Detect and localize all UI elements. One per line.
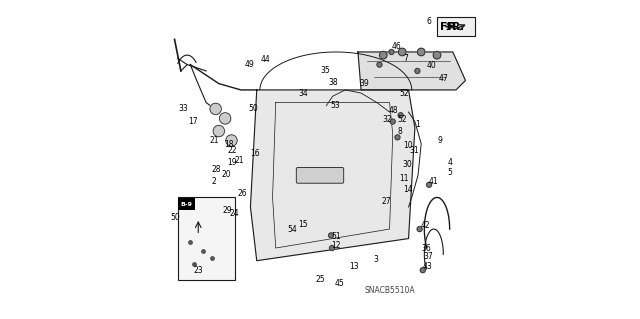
Circle shape bbox=[415, 69, 420, 73]
Circle shape bbox=[377, 62, 382, 67]
Polygon shape bbox=[358, 52, 465, 90]
Text: FR.: FR. bbox=[447, 22, 465, 32]
Text: 37: 37 bbox=[424, 252, 433, 261]
Circle shape bbox=[210, 103, 221, 115]
Text: 36: 36 bbox=[421, 244, 431, 253]
Text: 31: 31 bbox=[410, 146, 419, 155]
Text: 17: 17 bbox=[188, 117, 198, 126]
Circle shape bbox=[220, 113, 231, 124]
Text: 40: 40 bbox=[426, 61, 436, 70]
Text: 51: 51 bbox=[331, 233, 340, 241]
Text: 16: 16 bbox=[250, 149, 260, 158]
Text: 43: 43 bbox=[423, 262, 433, 271]
Circle shape bbox=[389, 49, 394, 55]
Circle shape bbox=[398, 113, 403, 118]
Circle shape bbox=[433, 51, 441, 59]
Bar bbox=[178, 197, 235, 280]
Text: SNACB5510A: SNACB5510A bbox=[364, 286, 415, 295]
Circle shape bbox=[213, 125, 225, 137]
Text: 44: 44 bbox=[260, 56, 270, 64]
Text: 15: 15 bbox=[298, 220, 307, 229]
Text: 9: 9 bbox=[437, 136, 442, 145]
Text: 45: 45 bbox=[335, 279, 344, 288]
Text: 3: 3 bbox=[373, 255, 378, 263]
Polygon shape bbox=[250, 90, 415, 261]
Bar bbox=[178, 198, 195, 210]
Circle shape bbox=[330, 246, 335, 250]
Text: 7: 7 bbox=[404, 54, 409, 63]
Text: 19: 19 bbox=[227, 158, 236, 167]
FancyBboxPatch shape bbox=[296, 167, 344, 183]
Text: 47: 47 bbox=[439, 74, 449, 83]
Text: 21: 21 bbox=[235, 156, 244, 165]
Text: 21: 21 bbox=[209, 136, 219, 145]
Text: 25: 25 bbox=[316, 275, 325, 284]
Text: 27: 27 bbox=[381, 197, 390, 206]
Text: 18: 18 bbox=[224, 140, 234, 149]
Text: 12: 12 bbox=[332, 241, 341, 250]
Circle shape bbox=[399, 48, 406, 56]
Text: 4: 4 bbox=[447, 158, 452, 167]
Text: 53: 53 bbox=[331, 100, 340, 110]
Text: 20: 20 bbox=[221, 170, 231, 179]
Text: 41: 41 bbox=[428, 177, 438, 186]
Text: 29: 29 bbox=[223, 206, 232, 215]
Text: 30: 30 bbox=[402, 160, 412, 169]
Circle shape bbox=[420, 268, 426, 273]
Text: 32: 32 bbox=[382, 115, 392, 124]
Text: 35: 35 bbox=[320, 66, 330, 76]
Text: 52: 52 bbox=[399, 89, 409, 98]
Text: 6: 6 bbox=[426, 18, 431, 26]
Text: 50: 50 bbox=[170, 212, 180, 222]
Circle shape bbox=[226, 135, 237, 146]
Circle shape bbox=[417, 226, 422, 232]
Text: 24: 24 bbox=[229, 209, 239, 219]
Text: 39: 39 bbox=[360, 79, 369, 88]
Text: 33: 33 bbox=[179, 104, 188, 113]
Text: 8: 8 bbox=[397, 127, 402, 136]
Text: 14: 14 bbox=[403, 185, 413, 194]
Text: 50: 50 bbox=[249, 104, 259, 113]
Text: 42: 42 bbox=[420, 221, 430, 230]
Text: 2: 2 bbox=[212, 177, 216, 186]
Text: 22: 22 bbox=[228, 145, 237, 154]
FancyBboxPatch shape bbox=[437, 17, 475, 36]
Circle shape bbox=[395, 135, 400, 140]
Text: 54: 54 bbox=[287, 225, 297, 234]
Text: 5: 5 bbox=[447, 168, 452, 177]
Text: 49: 49 bbox=[244, 60, 254, 69]
Text: 52: 52 bbox=[397, 115, 407, 123]
Text: 11: 11 bbox=[399, 174, 408, 183]
Text: 10: 10 bbox=[403, 141, 413, 150]
Text: 13: 13 bbox=[349, 262, 359, 271]
Text: B-9: B-9 bbox=[180, 202, 193, 207]
Text: 26: 26 bbox=[238, 189, 248, 198]
Text: 34: 34 bbox=[299, 89, 308, 98]
Text: 28: 28 bbox=[212, 165, 221, 174]
Text: 38: 38 bbox=[328, 78, 338, 87]
Text: 23: 23 bbox=[193, 266, 203, 275]
Circle shape bbox=[390, 119, 396, 124]
Circle shape bbox=[417, 48, 425, 56]
Text: 48: 48 bbox=[389, 106, 399, 115]
Text: FR.: FR. bbox=[440, 22, 461, 32]
Circle shape bbox=[328, 233, 333, 238]
Circle shape bbox=[380, 51, 387, 59]
Text: 46: 46 bbox=[392, 42, 402, 51]
Circle shape bbox=[427, 182, 431, 187]
Text: 1: 1 bbox=[415, 120, 420, 129]
